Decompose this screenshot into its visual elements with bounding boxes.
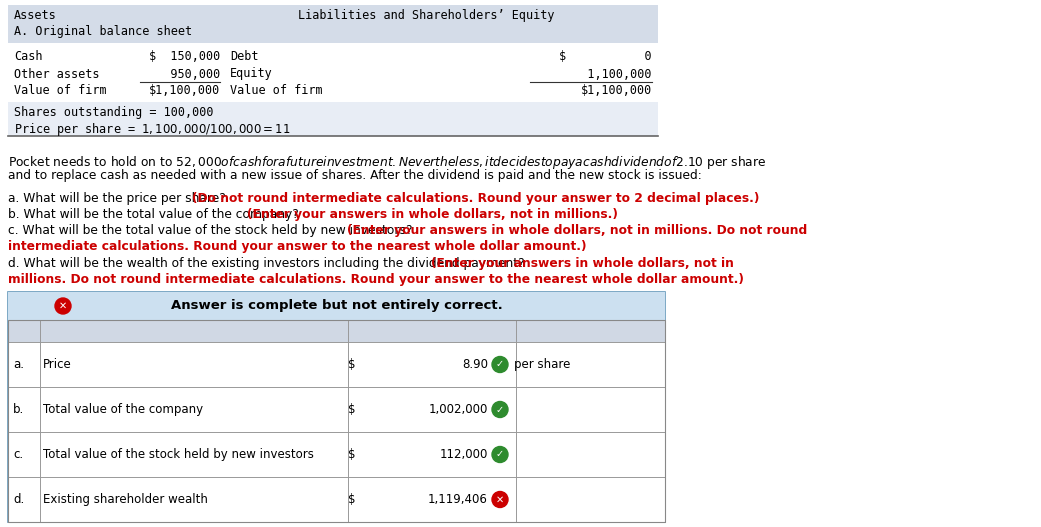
Text: b.: b. <box>12 403 24 416</box>
Text: 1,119,406: 1,119,406 <box>428 493 488 506</box>
Text: per share: per share <box>514 358 570 371</box>
Text: d.: d. <box>12 493 24 506</box>
Text: 8.90: 8.90 <box>462 358 488 371</box>
Text: A. Original balance sheet: A. Original balance sheet <box>14 25 193 38</box>
Bar <box>8 292 665 320</box>
Text: 1,002,000: 1,002,000 <box>429 403 488 416</box>
Bar <box>8 342 665 387</box>
Text: Liabilities and Shareholders’ Equity: Liabilities and Shareholders’ Equity <box>298 9 555 22</box>
Circle shape <box>55 298 71 314</box>
Bar <box>8 320 665 522</box>
Text: ✕: ✕ <box>496 494 504 504</box>
Circle shape <box>492 402 508 417</box>
Bar <box>8 477 665 522</box>
Circle shape <box>492 446 508 463</box>
Text: $1,100,000: $1,100,000 <box>581 84 652 97</box>
Bar <box>8 320 665 342</box>
Text: c. What will be the total value of the stock held by new investors?: c. What will be the total value of the s… <box>8 224 416 237</box>
Text: Debt: Debt <box>230 51 258 63</box>
Text: 950,000: 950,000 <box>149 67 220 81</box>
Text: Equity: Equity <box>230 67 273 81</box>
Text: ✓: ✓ <box>496 405 504 415</box>
Text: (Enter your answers in whole dollars, not in millions.): (Enter your answers in whole dollars, no… <box>247 208 618 221</box>
Text: d. What will be the wealth of the existing investors including the dividend paym: d. What will be the wealth of the existi… <box>8 257 529 270</box>
Circle shape <box>492 492 508 508</box>
Text: a. What will be the price per share?: a. What will be the price per share? <box>8 192 230 205</box>
Text: (Enter your answers in whole dollars, not in millions. Do not round: (Enter your answers in whole dollars, no… <box>347 224 807 237</box>
Circle shape <box>492 356 508 373</box>
Text: 1,100,000: 1,100,000 <box>566 67 652 81</box>
Bar <box>8 432 665 477</box>
Text: ✓: ✓ <box>496 450 504 460</box>
Text: Price: Price <box>43 358 72 371</box>
Text: a.: a. <box>12 358 24 371</box>
Text: Price per share = $1,100,000 / 100,000 = $11: Price per share = $1,100,000 / 100,000 =… <box>14 121 290 138</box>
Text: $: $ <box>348 358 355 371</box>
Bar <box>8 292 665 522</box>
Text: ✓: ✓ <box>496 359 504 369</box>
Bar <box>8 102 658 136</box>
Text: $1,100,000: $1,100,000 <box>149 84 220 97</box>
Text: $: $ <box>348 493 355 506</box>
Text: Value of firm: Value of firm <box>14 84 106 97</box>
Text: 112,000: 112,000 <box>439 448 488 461</box>
Text: $: $ <box>348 403 355 416</box>
Text: $: $ <box>348 448 355 461</box>
Text: intermediate calculations. Round your answer to the nearest whole dollar amount.: intermediate calculations. Round your an… <box>8 240 586 253</box>
Text: Assets: Assets <box>14 9 57 22</box>
Text: millions. Do not round intermediate calculations. Round your answer to the neare: millions. Do not round intermediate calc… <box>8 273 744 286</box>
Bar <box>8 5 658 43</box>
Text: $           0: $ 0 <box>559 51 652 63</box>
Text: ✕: ✕ <box>59 301 67 311</box>
Text: c.: c. <box>12 448 23 461</box>
Text: Pocket needs to hold on to $52,000 of cash for a future investment. Nevertheless: Pocket needs to hold on to $52,000 of ca… <box>8 154 766 171</box>
Text: Value of firm: Value of firm <box>230 84 323 97</box>
Text: and to replace cash as needed with a new issue of shares. After the dividend is : and to replace cash as needed with a new… <box>8 169 702 182</box>
Bar <box>8 387 665 432</box>
Text: Total value of the stock held by new investors: Total value of the stock held by new inv… <box>43 448 314 461</box>
Text: $  150,000: $ 150,000 <box>149 51 220 63</box>
Text: Shares outstanding = 100,000: Shares outstanding = 100,000 <box>14 106 213 119</box>
Text: (Enter your answers in whole dollars, not in: (Enter your answers in whole dollars, no… <box>431 257 734 270</box>
Text: Existing shareholder wealth: Existing shareholder wealth <box>43 493 208 506</box>
Bar <box>8 43 658 102</box>
Text: b. What will be the total value of the company?: b. What will be the total value of the c… <box>8 208 303 221</box>
Text: (Do not round intermediate calculations. Round your answer to 2 decimal places.): (Do not round intermediate calculations.… <box>193 192 760 205</box>
Text: Answer is complete but not entirely correct.: Answer is complete but not entirely corr… <box>171 299 503 313</box>
Text: Total value of the company: Total value of the company <box>43 403 203 416</box>
Text: Cash: Cash <box>14 51 43 63</box>
Text: Other assets: Other assets <box>14 67 100 81</box>
